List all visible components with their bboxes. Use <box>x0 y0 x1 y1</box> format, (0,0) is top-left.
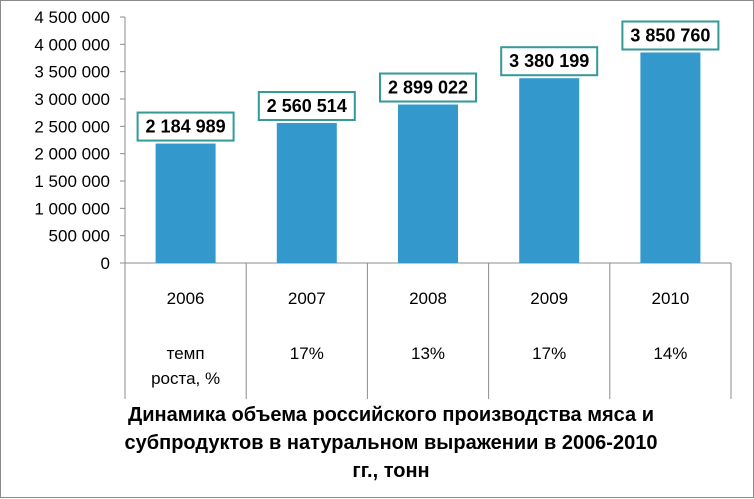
chart-title-line-1: Динамика объема российского производства… <box>127 404 654 426</box>
chart-title-line-3: гг., тонн <box>352 460 430 482</box>
growth-rate-value: 17% <box>290 344 324 363</box>
growth-rate-value: 13% <box>411 344 445 363</box>
data-label-box <box>621 20 720 51</box>
bar <box>398 104 458 263</box>
growth-row-label: темп <box>167 344 205 363</box>
x-tick-label: 2010 <box>651 289 689 308</box>
chart-title: Динамика объема российского производства… <box>61 401 721 485</box>
data-label-box <box>379 72 477 103</box>
growth-row-label: роста, % <box>151 369 220 388</box>
growth-rate-value: 14% <box>653 344 687 363</box>
data-label-box <box>257 91 356 122</box>
y-tick-label: 4 500 000 <box>34 8 110 27</box>
data-label: 2 899 022 <box>388 78 468 98</box>
x-tick-label: 2006 <box>167 289 205 308</box>
data-label: 3 380 199 <box>509 51 589 71</box>
x-tick-label: 2009 <box>530 289 568 308</box>
chart-title-line-2: субпродуктов в натуральном выражении в 2… <box>124 432 658 454</box>
bar <box>155 143 216 263</box>
y-tick-label: 3 500 000 <box>34 63 110 82</box>
data-label-box <box>136 111 235 142</box>
y-tick-label: 2 000 000 <box>34 145 110 164</box>
bar <box>640 52 701 263</box>
y-tick-label: 2 500 000 <box>34 117 110 136</box>
data-label: 2 184 989 <box>146 117 226 137</box>
y-tick-label: 500 000 <box>49 227 110 246</box>
y-tick-label: 1 000 000 <box>34 199 110 218</box>
y-tick-label: 1 500 000 <box>34 172 110 191</box>
bar <box>276 123 337 263</box>
data-label: 3 850 760 <box>630 25 710 45</box>
growth-rate-value: 17% <box>532 344 566 363</box>
y-tick-label: 3 000 000 <box>34 90 110 109</box>
y-tick-label: 4 000 000 <box>34 35 110 54</box>
data-label-box <box>500 46 599 77</box>
bar <box>519 78 580 263</box>
data-label: 2 560 514 <box>267 96 347 116</box>
x-tick-label: 2007 <box>288 289 326 308</box>
x-tick-label: 2008 <box>409 289 447 308</box>
y-tick-label: 0 <box>101 254 110 273</box>
